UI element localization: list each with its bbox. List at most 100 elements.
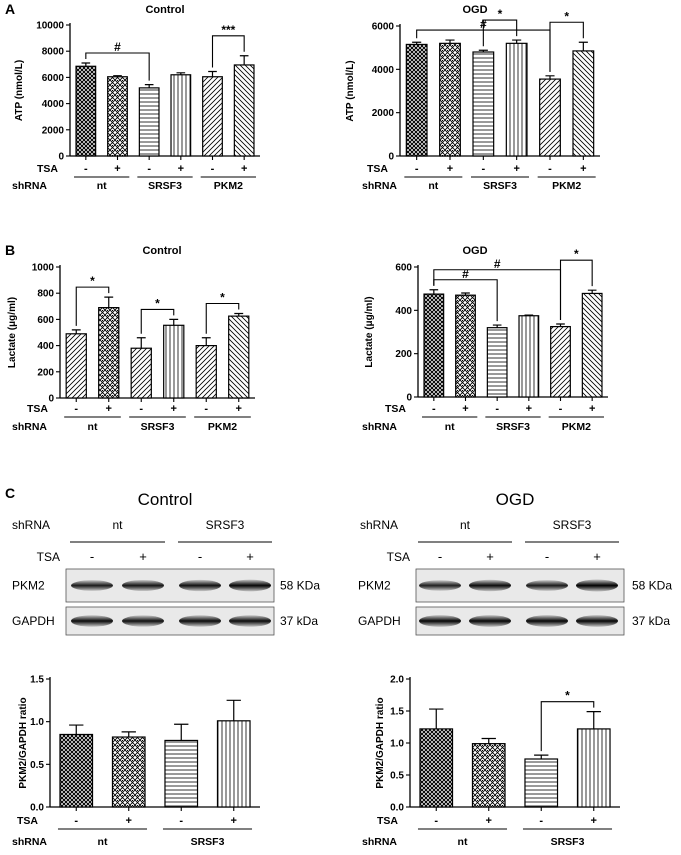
y-axis-label: PKM2/GAPDH ratio <box>375 697 386 788</box>
bar <box>59 733 94 808</box>
error-bar <box>587 289 597 294</box>
y-tick-label: 8000 <box>42 47 65 58</box>
tsa-sign: - <box>481 163 485 175</box>
bar <box>419 728 454 808</box>
lactate-control-chart: Control Lactate (μg/ml) 0 200 400 600 800 1000 -… <box>7 245 255 433</box>
significance-label: * <box>90 274 95 288</box>
y-axis-label: PKM2/GAPDH ratio <box>18 697 29 788</box>
significance-bracket <box>211 35 245 68</box>
tsa-sign: + <box>513 163 519 175</box>
tsa-sign: - <box>539 815 543 827</box>
y-tick-label: 0 <box>58 152 64 163</box>
bar <box>405 43 428 157</box>
blot-size-label: 58 KDa <box>632 579 672 593</box>
bar <box>572 50 595 157</box>
bar <box>539 78 561 157</box>
tsa-sign: - <box>74 815 78 827</box>
group-label: PKM2 <box>562 421 591 433</box>
blot-band <box>229 579 271 592</box>
group-label: nt <box>445 421 455 433</box>
error-bar <box>412 41 422 45</box>
significance-label: * <box>220 291 225 305</box>
blot-tsa-sign: + <box>246 549 254 564</box>
blot-title: Control <box>138 490 193 509</box>
significance-label: * <box>564 9 569 23</box>
blot-tsa-sign: + <box>593 549 601 564</box>
group-label: PKM2 <box>214 180 243 192</box>
blot-band <box>122 615 164 627</box>
chart-title: Control <box>145 4 184 16</box>
tsa-sign: + <box>106 403 112 415</box>
shrna-row-label: shRNA <box>362 421 397 433</box>
group-label: SRSF3 <box>191 836 225 848</box>
blot-tsa-sign: - <box>438 549 442 564</box>
blot-band <box>419 580 461 591</box>
chart-title: OGD <box>462 245 487 257</box>
tsa-sign: + <box>589 403 595 415</box>
tsa-sign: + <box>526 403 532 415</box>
blot-band <box>71 580 113 591</box>
pkm2-control-chart: PKM2/GAPDH ratio 0.0 0.5 1.0 1.5 - + - + TSA shRNA… <box>12 675 260 848</box>
error-bar <box>556 323 565 327</box>
significance-label: # <box>462 267 469 281</box>
tsa-sign: + <box>591 815 597 827</box>
tsa-sign: - <box>559 403 563 415</box>
bar <box>216 720 251 808</box>
tsa-sign: - <box>74 403 78 415</box>
tsa-sign: - <box>432 403 436 415</box>
group-label: nt <box>97 180 107 192</box>
tsa-sign: + <box>126 815 132 827</box>
error-bar <box>461 292 470 296</box>
error-bar <box>169 318 179 326</box>
y-tick-label: 1000 <box>32 263 55 274</box>
panel-letter-b: B <box>5 242 15 258</box>
blot-band <box>469 615 511 627</box>
bar <box>111 736 146 808</box>
tsa-sign: + <box>447 163 453 175</box>
y-tick-label: 6000 <box>372 22 395 33</box>
bar <box>138 87 160 157</box>
y-tick-label: 0.0 <box>390 803 404 814</box>
tsa-row-label: TSA <box>37 163 58 175</box>
y-tick-label: 1.5 <box>390 707 404 718</box>
bar <box>439 42 461 157</box>
blot-group-label: SRSF3 <box>553 518 592 532</box>
bar <box>471 743 506 808</box>
significance-bracket <box>75 286 110 326</box>
lactate-ogd-chart: OGD Lactate (μg/ml) 0 200 400 600 - + - + - + TSA shR… <box>362 245 608 433</box>
y-tick-label: 2000 <box>372 108 395 119</box>
blot-title: OGD <box>496 490 535 509</box>
significance-label: * <box>498 7 503 21</box>
significance-label: * <box>155 296 160 310</box>
pkm2-ogd-chart: PKM2/GAPDH ratio 0.0 0.5 1.0 1.5 2.0 - + - + TSA sh… <box>362 675 620 848</box>
error-bar <box>429 289 439 295</box>
tsa-row-label: TSA <box>17 815 38 827</box>
error-bar <box>226 699 241 721</box>
tsa-row-label: TSA <box>377 815 398 827</box>
error-bar <box>578 41 588 51</box>
blot-shrna-label: shRNA <box>360 518 398 532</box>
atp-control-chart: Control ATP (nmol/L) 0 2000 4000 6000 8000 1000… <box>12 4 260 192</box>
group-label: SRSF3 <box>551 836 585 848</box>
chart-title: OGD <box>462 4 487 16</box>
y-tick-label: 2.0 <box>390 675 404 686</box>
bar <box>455 294 476 398</box>
bar <box>576 728 611 808</box>
error-bar <box>239 55 249 65</box>
error-bar <box>445 39 455 44</box>
bar <box>202 76 223 157</box>
blot-shrna-label: shRNA <box>12 518 50 532</box>
y-tick-label: 6000 <box>42 73 65 84</box>
shrna-row-label: shRNA <box>12 180 47 192</box>
bar <box>228 315 250 399</box>
tsa-sign: - <box>139 403 143 415</box>
error-bar <box>545 75 555 80</box>
group-label: PKM2 <box>208 421 237 433</box>
blot-band <box>469 579 511 592</box>
group-label: SRSF3 <box>483 180 517 192</box>
blot-tsa-sign: + <box>139 549 147 564</box>
tsa-row-label: TSA <box>27 403 48 415</box>
error-bar <box>481 737 496 744</box>
y-tick-label: 0.5 <box>30 760 44 771</box>
